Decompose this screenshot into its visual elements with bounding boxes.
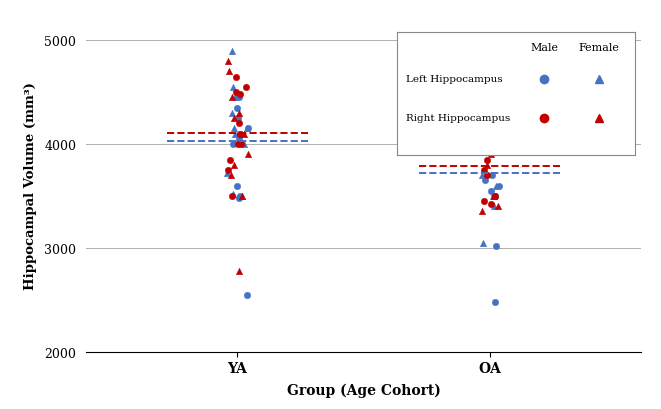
Point	[243, 152, 253, 158]
Point	[483, 79, 493, 86]
Text: Male: Male	[530, 43, 558, 52]
Point	[227, 95, 238, 101]
Point	[235, 193, 245, 200]
Point	[478, 240, 488, 246]
Point	[489, 193, 500, 200]
Point	[228, 85, 239, 91]
Point	[237, 193, 247, 200]
Point	[233, 95, 244, 101]
Point	[233, 136, 244, 143]
Point	[479, 198, 490, 205]
Point	[235, 92, 245, 98]
Point	[484, 85, 494, 91]
Point	[479, 136, 490, 143]
Point	[239, 131, 249, 137]
Point	[243, 126, 253, 133]
Point	[477, 173, 487, 179]
Point	[493, 146, 504, 153]
Point	[496, 95, 506, 101]
Point	[229, 95, 240, 101]
Point	[485, 202, 496, 208]
Point	[488, 193, 499, 200]
Point	[483, 69, 493, 76]
Point	[490, 243, 501, 249]
Point	[229, 126, 239, 133]
Point	[475, 74, 485, 81]
Point	[479, 178, 490, 184]
Point	[241, 85, 251, 91]
Point	[234, 131, 245, 137]
Point	[223, 58, 233, 65]
Point	[235, 142, 246, 148]
Point	[474, 90, 485, 96]
Point	[233, 115, 243, 122]
Point	[487, 146, 498, 153]
Point	[489, 204, 500, 210]
Point	[492, 105, 503, 112]
Point	[242, 126, 253, 133]
Point	[477, 209, 487, 215]
Point	[223, 69, 234, 76]
Point	[235, 131, 245, 137]
Point	[482, 162, 492, 169]
Point	[488, 193, 499, 200]
Point	[227, 191, 238, 198]
Point	[237, 193, 247, 200]
Point	[227, 110, 237, 117]
Point	[229, 131, 240, 137]
Point	[491, 183, 502, 189]
Point	[222, 167, 233, 174]
Point	[492, 204, 503, 210]
Point	[228, 162, 239, 169]
Point	[227, 193, 237, 200]
Point	[242, 292, 253, 298]
Point	[227, 142, 238, 148]
Point	[482, 173, 492, 179]
Point	[487, 173, 498, 179]
Point	[490, 193, 500, 200]
Point	[494, 183, 504, 189]
Point	[232, 105, 243, 112]
Point	[490, 105, 500, 112]
X-axis label: Group (Age Cohort): Group (Age Cohort)	[287, 382, 440, 397]
Point	[229, 115, 239, 122]
Point	[231, 74, 241, 81]
Point	[234, 110, 245, 117]
Text: Female: Female	[578, 43, 619, 52]
Text: Right Hippocampus: Right Hippocampus	[406, 114, 510, 123]
Point	[231, 183, 242, 189]
Point	[226, 48, 237, 55]
Point	[234, 121, 245, 127]
Point	[234, 268, 245, 274]
Point	[482, 157, 492, 164]
Point	[233, 195, 244, 202]
Point	[490, 299, 501, 305]
Y-axis label: Hippocampal Volume (mm³): Hippocampal Volume (mm³)	[24, 82, 37, 290]
Text: Left Hippocampus: Left Hippocampus	[406, 75, 503, 84]
Point	[490, 110, 501, 117]
Point	[221, 171, 232, 177]
Point	[239, 142, 249, 148]
Point	[479, 167, 489, 174]
Point	[226, 173, 237, 179]
Point	[225, 157, 236, 164]
Point	[232, 142, 243, 148]
Point	[488, 193, 498, 200]
Point	[231, 90, 241, 96]
Point	[486, 152, 496, 158]
Point	[486, 188, 496, 195]
